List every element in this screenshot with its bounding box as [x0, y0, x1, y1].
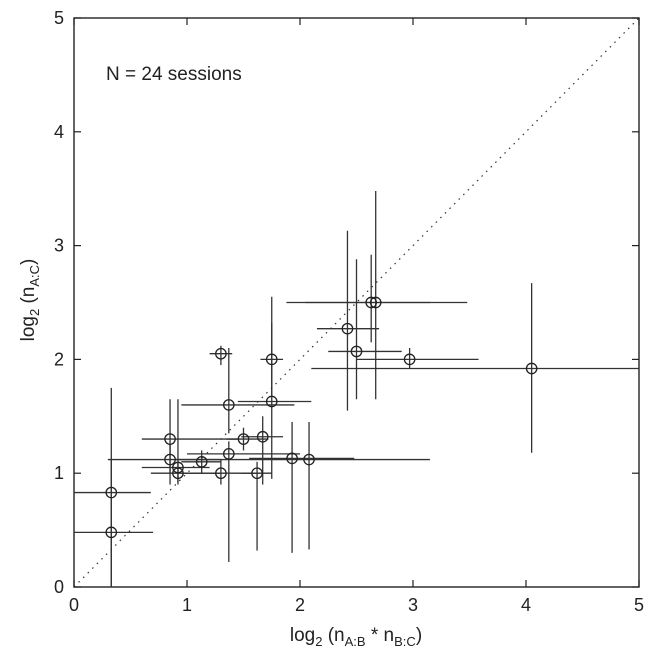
data-point-17 [303, 453, 315, 466]
y-tick-label-3: 3 [54, 236, 64, 256]
error-bars-group [74, 190, 639, 587]
x-axis-ticks: 0 1 2 3 4 5 [69, 18, 644, 615]
data-point-7 [215, 467, 227, 480]
data-point-15 [265, 395, 278, 408]
x-tick-label-3: 3 [408, 595, 418, 615]
data-point-21 [369, 296, 382, 309]
data-point-20 [365, 296, 378, 309]
y-axis-title: log2 (nA:C) [18, 259, 42, 342]
data-point-6 [195, 455, 208, 468]
x-tick-label-5: 5 [634, 595, 644, 615]
y-tick-label-2: 2 [54, 349, 64, 369]
data-point-8 [215, 347, 227, 360]
data-point-5 [172, 461, 184, 474]
data-point-16 [286, 452, 298, 465]
data-point-19 [350, 345, 363, 358]
data-point-14 [265, 353, 278, 366]
y-axis-ticks: 0 1 2 3 4 5 [54, 8, 639, 597]
data-point-18 [341, 322, 354, 335]
data-point-10 [222, 448, 235, 460]
y-tick-label-1: 1 [54, 463, 64, 483]
y-tick-label-4: 4 [54, 122, 64, 142]
data-points-group [105, 296, 538, 539]
data-point-11 [237, 433, 250, 445]
x-tick-label-0: 0 [69, 595, 79, 615]
x-tick-label-4: 4 [521, 595, 531, 615]
data-point-22 [403, 353, 416, 366]
data-point-0 [105, 486, 118, 499]
data-point-4 [172, 467, 184, 480]
sessions-annotation: N = 24 sessions [106, 64, 242, 85]
data-point-3 [164, 453, 176, 466]
x-tick-label-1: 1 [182, 595, 192, 615]
x-tick-label-2: 2 [295, 595, 305, 615]
data-point-9 [222, 399, 235, 411]
data-point-23 [525, 362, 538, 375]
y-tick-label-5: 5 [54, 8, 64, 28]
data-point-12 [251, 467, 263, 480]
data-point-1 [105, 526, 118, 539]
x-axis-title: log2 (nA:B * nB:C) [290, 625, 422, 649]
data-point-13 [256, 430, 269, 443]
data-point-2 [164, 433, 176, 445]
y-tick-label-0: 0 [54, 577, 64, 597]
